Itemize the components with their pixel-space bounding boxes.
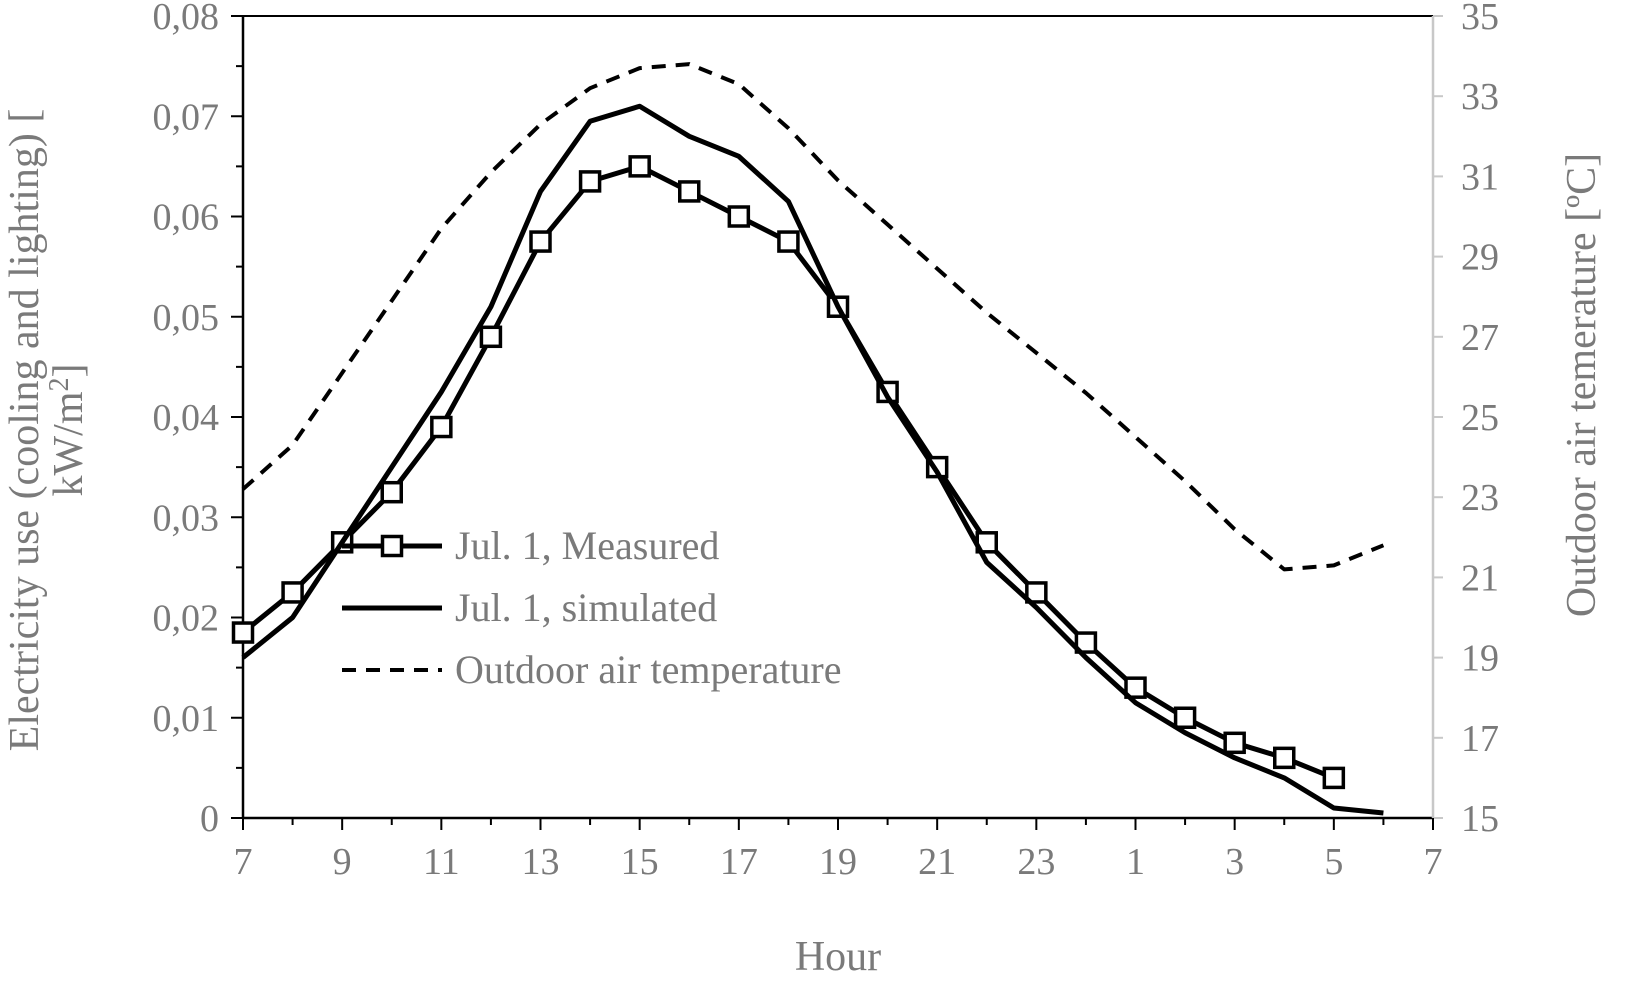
x-tick-label: 15 — [621, 841, 659, 883]
x-tick-label: 9 — [333, 841, 352, 883]
measured-marker — [1273, 746, 1296, 770]
left-tick-label: 0,01 — [153, 698, 220, 740]
measured-marker — [1025, 581, 1048, 604]
x-tick-label: 19 — [819, 841, 857, 883]
measured-marker — [1124, 676, 1147, 699]
left-tick-label: 0,06 — [153, 197, 220, 239]
x-tick-label: 7 — [1424, 841, 1443, 883]
series-line-3 — [241, 62, 1385, 572]
measured-marker — [231, 621, 255, 644]
legend-label-2: Jul. 1, simulated — [455, 585, 717, 630]
left-axis-title-line1: Electricity use (cooling and lighting) [ — [2, 109, 48, 752]
measured-marker — [628, 155, 651, 178]
left-tick-label: 0,02 — [153, 598, 220, 640]
x-tick-label: 5 — [1324, 841, 1343, 883]
left-axis-unit-sup: 2 — [44, 378, 75, 392]
x-tick-label: 21 — [918, 841, 956, 883]
right-tick-label: 17 — [1461, 718, 1499, 760]
measured-marker — [777, 230, 800, 253]
right-tick-label: 29 — [1461, 237, 1499, 279]
x-tick-label: 3 — [1225, 841, 1244, 883]
left-axis-title-line2: kW/m2] — [44, 364, 92, 497]
x-tick-label: 1 — [1126, 841, 1145, 883]
right-tick-label: 35 — [1461, 0, 1499, 38]
right-tick-label: 33 — [1461, 76, 1499, 118]
x-tick-label: 23 — [1017, 841, 1055, 883]
left-tick-label: 0,03 — [153, 497, 220, 539]
x-axis-title: Hour — [795, 934, 881, 980]
right-tick-label: 27 — [1461, 317, 1499, 359]
measured-marker — [529, 230, 552, 253]
right-tick-label: 31 — [1461, 156, 1499, 198]
left-tick-label: 0,07 — [153, 96, 220, 138]
x-tick-label: 13 — [522, 841, 560, 883]
right-axis-title-text: Outdoor air temerature [ºC] — [1559, 153, 1605, 617]
x-tick-label: 11 — [423, 841, 460, 883]
legend: Jul. 1, Measured Jul. 1, simulated Outdoor… — [342, 523, 842, 692]
measured-marker — [1322, 766, 1346, 790]
measured-marker — [578, 170, 602, 193]
series-line-2 — [241, 103, 1384, 816]
x-tick-label: 7 — [234, 841, 253, 883]
left-tick-label: 0 — [200, 798, 219, 840]
left-tick-label: 0,04 — [153, 397, 220, 439]
series-lines — [231, 62, 1385, 816]
measured-marker — [430, 415, 453, 439]
right-tick-label: 15 — [1461, 798, 1499, 840]
measured-marker — [1173, 706, 1197, 729]
x-tick-label: 17 — [720, 841, 758, 883]
right-tick-label: 23 — [1461, 477, 1499, 519]
left-tick-label: 0,05 — [153, 297, 220, 339]
measured-marker — [727, 205, 751, 228]
axes-frame — [231, 15, 1443, 830]
left-tick-label: 0,08 — [153, 0, 220, 38]
right-tick-label: 25 — [1461, 397, 1499, 439]
measured-marker — [1074, 631, 1098, 654]
measured-marker — [479, 325, 503, 349]
measured-marker — [281, 581, 304, 604]
tick-labels: 00,010,020,030,040,050,060,070,081517192… — [153, 0, 1500, 883]
right-tick-label: 19 — [1461, 638, 1499, 680]
measured-marker — [1223, 731, 1246, 755]
measured-marker — [380, 480, 403, 504]
legend-label-1: Jul. 1, Measured — [455, 523, 719, 568]
right-tick-label: 21 — [1461, 557, 1499, 599]
left-axis-title: Electricity use (cooling and lighting) [ — [2, 109, 48, 752]
left-axis-unit-close: ] — [46, 364, 92, 378]
measured-marker — [678, 180, 701, 203]
left-axis-title-2: kW/m2] — [44, 364, 92, 497]
right-axis-title: Outdoor air temerature [ºC] — [1559, 153, 1605, 617]
left-axis-unit: kW/m — [46, 391, 92, 496]
legend-label-3: Outdoor air temperature — [455, 647, 842, 692]
legend-marker — [380, 534, 404, 558]
